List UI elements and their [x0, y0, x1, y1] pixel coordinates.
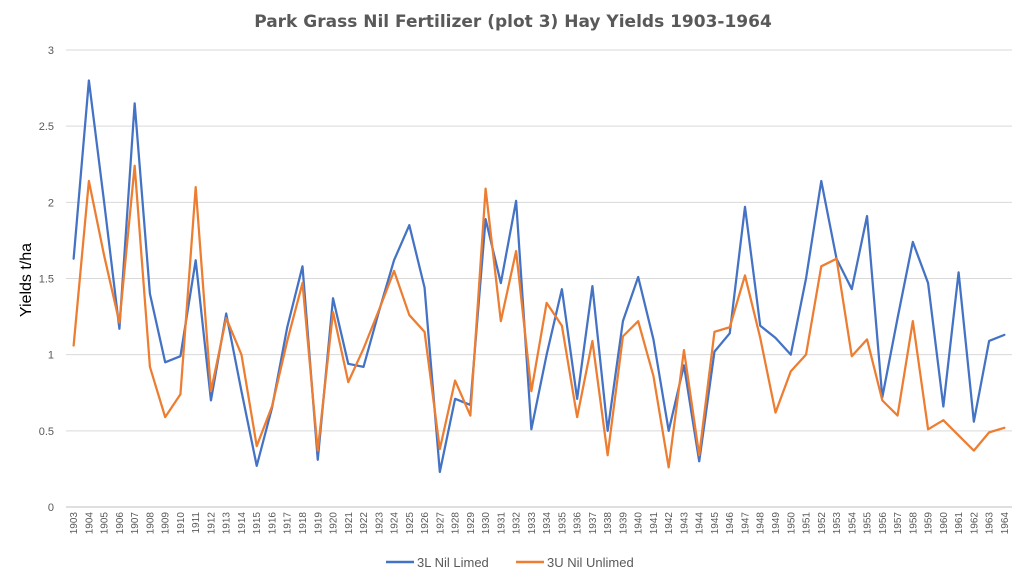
chart-title: Park Grass Nil Fertilizer (plot 3) Hay Y… — [254, 12, 772, 32]
x-tick-label: 1943 — [679, 512, 690, 535]
y-tick-labels: 0 0.5 1 1.5 2 2.5 3 — [39, 45, 54, 514]
x-tick-label: 1950 — [786, 512, 797, 535]
y-tick-label: 0.5 — [39, 426, 54, 438]
x-tick-label: 1962 — [969, 512, 980, 535]
x-tick-label: 1920 — [329, 512, 340, 535]
x-tick-label: 1922 — [359, 512, 370, 535]
x-tick-label: 1912 — [206, 512, 217, 535]
x-tick-label: 1913 — [222, 512, 233, 535]
y-tick-label: 0 — [48, 502, 54, 514]
y-tick-label: 2 — [48, 197, 54, 209]
x-tick-label: 1930 — [481, 512, 492, 535]
x-tick-label: 1910 — [176, 512, 187, 535]
x-tick-label: 1933 — [527, 512, 538, 535]
y-tick-label: 1 — [48, 350, 54, 362]
x-tick-label: 1940 — [634, 512, 645, 535]
x-tick-label: 1948 — [756, 512, 767, 535]
x-tick-label: 1917 — [283, 512, 294, 535]
x-tick-label: 1927 — [435, 512, 446, 535]
x-tick-label: 1929 — [466, 512, 477, 535]
x-tick-label: 1908 — [145, 512, 156, 535]
x-tick-label: 1921 — [344, 512, 355, 535]
x-tick-label: 1904 — [84, 512, 95, 535]
x-tick-label: 1956 — [878, 512, 889, 535]
series-line-1 — [72, 79, 1006, 474]
x-tick-label: 1923 — [374, 512, 385, 535]
y-tick-label: 3 — [48, 45, 54, 57]
x-tick-label: 1918 — [298, 512, 309, 535]
x-tick-label: 1953 — [832, 512, 843, 535]
x-tick-label: 1934 — [542, 512, 553, 535]
x-tick-label: 1916 — [267, 512, 278, 535]
x-tick-label: 1952 — [817, 512, 828, 535]
x-tick-label: 1957 — [893, 512, 904, 535]
x-tick-label: 1941 — [649, 512, 660, 535]
x-tick-label: 1909 — [161, 512, 172, 535]
x-tick-label: 1938 — [603, 512, 614, 535]
x-tick-label: 1935 — [557, 512, 568, 535]
y-axis-label: Yields t/ha — [18, 243, 35, 317]
y-tick-label: 1.5 — [39, 274, 54, 286]
x-tick-label: 1903 — [69, 512, 80, 535]
x-tick-label: 1936 — [573, 512, 584, 535]
x-tick-label: 1951 — [802, 512, 813, 535]
x-tick-label: 1944 — [695, 512, 706, 535]
x-tick-label: 1937 — [588, 512, 599, 535]
gridlines — [66, 49, 1012, 508]
legend-label-1: 3L Nil Limed — [417, 555, 489, 570]
x-tick-label: 1905 — [100, 512, 111, 535]
x-tick-label: 1947 — [740, 512, 751, 535]
x-tick-label: 1961 — [954, 512, 965, 535]
series-line-2 — [72, 164, 1006, 469]
legend: 3L Nil Limed 3U Nil Unlimed — [386, 555, 634, 570]
x-tick-label: 1924 — [390, 512, 401, 535]
x-tick-label: 1928 — [451, 512, 462, 535]
series-lines — [72, 79, 1006, 474]
x-tick-label: 1907 — [130, 512, 141, 535]
x-tick-label: 1945 — [710, 512, 721, 535]
x-tick-label: 1963 — [985, 512, 996, 535]
x-tick-label: 1925 — [405, 512, 416, 535]
x-tick-label: 1919 — [313, 512, 324, 535]
x-tick-label: 1932 — [512, 512, 523, 535]
x-tick-labels: 1903 1904 1905 1906 1907 1908 1909 1910 1911 1912… — [69, 512, 1011, 535]
x-tick-label: 1906 — [115, 512, 126, 535]
x-tick-label: 1911 — [191, 512, 202, 534]
x-tick-label: 1949 — [771, 512, 782, 535]
x-tick-label: 1942 — [664, 512, 675, 535]
x-tick-label: 1955 — [863, 512, 874, 535]
x-tick-label: 1959 — [924, 512, 935, 535]
x-tick-label: 1939 — [618, 512, 629, 535]
x-tick-label: 1954 — [847, 512, 858, 535]
x-tick-label: 1958 — [908, 512, 919, 535]
x-tick-label: 1946 — [725, 512, 736, 535]
x-tick-label: 1931 — [496, 512, 507, 535]
y-tick-label: 2.5 — [39, 121, 54, 133]
x-tick-label: 1915 — [252, 512, 263, 535]
x-tick-label: 1926 — [420, 512, 431, 535]
x-tick-label: 1964 — [1000, 512, 1011, 535]
x-tick-label: 1914 — [237, 512, 248, 535]
legend-label-2: 3U Nil Unlimed — [547, 555, 634, 570]
x-tick-label: 1960 — [939, 512, 950, 535]
